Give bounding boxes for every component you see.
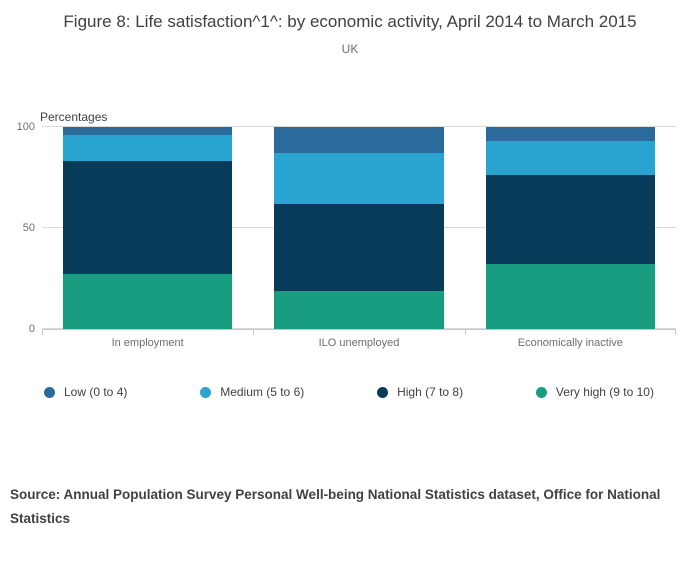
x-axis-tick — [42, 330, 43, 335]
legend-item-very-high-9-to-10[interactable]: Very high (9 to 10) — [535, 385, 654, 399]
bar-segment-in-employment-high-7-to-8[interactable] — [63, 161, 233, 275]
bar-segment-in-employment-low-0-to-4[interactable] — [63, 127, 233, 136]
legend-label: Medium (5 to 6) — [220, 385, 305, 399]
bar-segment-ilo-unemployed-very-high-9-to-10[interactable] — [274, 290, 444, 329]
stacked-bar-economically-inactive — [485, 127, 655, 329]
legend-label: High (7 to 8) — [397, 385, 464, 399]
x-axis-tick — [675, 330, 676, 335]
legend-marker-icon — [377, 386, 389, 398]
legend-item-high-7-to-8[interactable]: High (7 to 8) — [377, 385, 463, 399]
bar-segment-economically-inactive-high-7-to-8[interactable] — [485, 175, 655, 265]
legend-marker-icon — [200, 386, 212, 398]
legend-marker-icon — [44, 386, 55, 398]
y-tick-label-0: 0 — [28, 323, 35, 335]
plot-area: 0 50 100 — [17, 121, 676, 335]
bar-segment-economically-inactive-medium-5-to-6[interactable] — [485, 141, 655, 176]
x-axis: In employment ILO unemployed Economically … — [42, 329, 676, 349]
x-axis-label-economically-inactive: Economically inactive — [517, 337, 623, 349]
bar-segment-ilo-unemployed-high-7-to-8[interactable] — [274, 203, 444, 291]
bar-segment-in-employment-very-high-9-to-10[interactable] — [63, 274, 233, 329]
chart-subtitle: UK — [341, 42, 359, 56]
bar-segment-ilo-unemployed-medium-5-to-6[interactable] — [274, 153, 444, 204]
bar-segment-economically-inactive-low-0-to-4[interactable] — [485, 127, 655, 142]
y-tick-label-50: 50 — [22, 222, 35, 234]
stacked-bar-ilo-unemployed — [274, 127, 444, 329]
legend-marker-icon — [535, 386, 547, 398]
bar-segment-economically-inactive-very-high-9-to-10[interactable] — [485, 264, 655, 329]
legend: Low (0 to 4) Medium (5 to 6) High (7 to 8)… — [44, 385, 654, 399]
x-axis-label-in-employment: In employment — [111, 337, 184, 349]
legend-item-low-0-to-4[interactable]: Low (0 to 4) — [44, 385, 127, 399]
legend-item-medium-5-to-6[interactable]: Medium (5 to 6) — [200, 385, 304, 399]
bar-slot-economically-inactive — [465, 127, 676, 329]
bars-container — [42, 127, 676, 329]
x-axis-label-ilo-unemployed: ILO unemployed — [318, 337, 400, 349]
stacked-bar-in-employment — [63, 127, 233, 329]
x-axis-tick — [253, 330, 255, 335]
y-axis-unit-label: Percentages — [40, 110, 108, 124]
legend-label: Low (0 to 4) — [64, 385, 128, 399]
bar-segment-in-employment-medium-5-to-6[interactable] — [63, 135, 233, 162]
legend-label: Very high (9 to 10) — [555, 385, 654, 399]
chart-page: Figure 8: Life satisfaction^1^: by econo… — [0, 10, 700, 584]
gridline-100 — [42, 126, 676, 127]
x-axis-tick — [464, 330, 466, 335]
bar-slot-in-employment — [42, 127, 253, 329]
bar-segment-ilo-unemployed-low-0-to-4[interactable] — [274, 127, 444, 154]
source-note: Source: Annual Population Survey Persona… — [10, 487, 661, 526]
y-tick-label-100: 100 — [16, 121, 35, 133]
chart-title: Figure 8: Life satisfaction^1^: by econo… — [63, 12, 637, 31]
bar-slot-ilo-unemployed — [253, 127, 464, 329]
